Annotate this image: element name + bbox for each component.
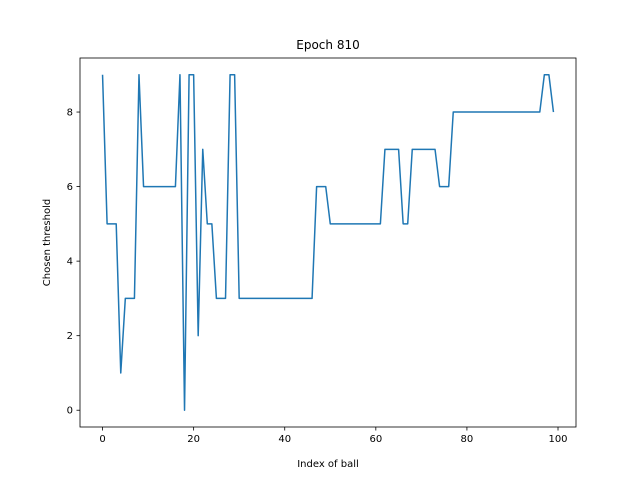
y-axis-ticks: 0 2 4 6 8	[67, 108, 80, 417]
x-tick-label: 100	[548, 434, 567, 445]
x-tick-label: 40	[278, 434, 291, 445]
y-tick-label: 2	[67, 331, 73, 342]
x-tick-label: 80	[461, 434, 474, 445]
x-axis-ticks: 0 20 40 60 80 100	[99, 427, 568, 445]
plot-frame	[79, 57, 577, 428]
chart-title: Epoch 810	[296, 38, 359, 52]
x-tick-label: 20	[187, 434, 200, 445]
x-tick-label: 0	[99, 434, 105, 445]
series-layer	[101, 74, 555, 411]
y-tick-label: 8	[67, 108, 73, 119]
series-line-0	[101, 74, 555, 411]
y-tick-label: 0	[67, 406, 73, 417]
x-tick-label: 60	[369, 434, 382, 445]
x-axis-label: Index of ball	[297, 459, 359, 470]
y-tick-label: 4	[67, 257, 73, 268]
y-tick-label: 6	[67, 182, 73, 193]
y-axis-label: Chosen threshold	[42, 199, 53, 286]
